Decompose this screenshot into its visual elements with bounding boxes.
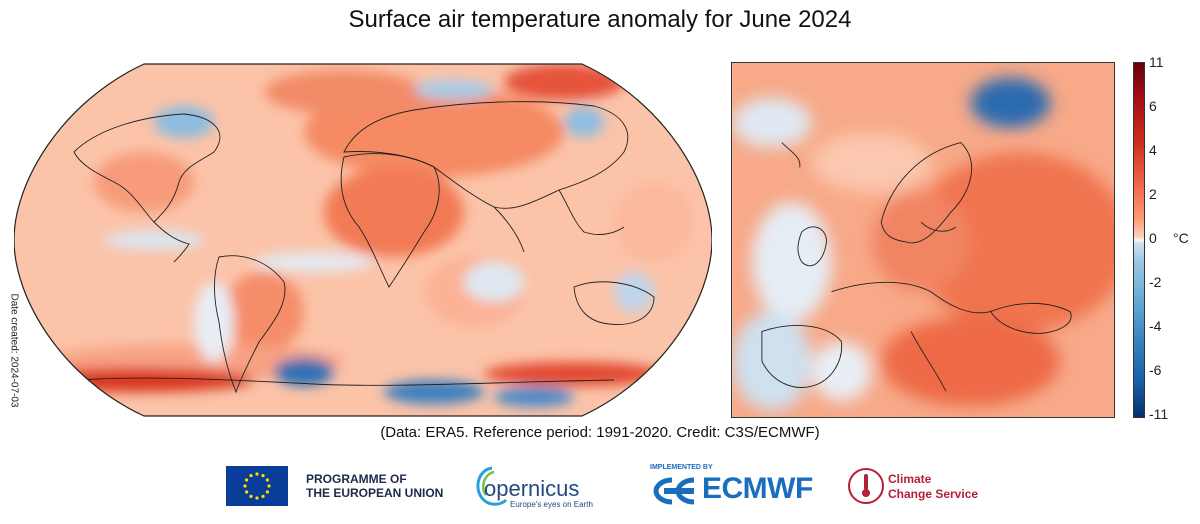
colorbar-tick: 11 [1149,54,1164,70]
map-title: Surface air temperature anomaly for June… [348,6,852,33]
copernicus-wordmark: opernicus [484,476,580,501]
implemented-by-label: IMPLEMENTED BY [650,464,713,471]
colorbar-tick: 0 [1149,230,1157,246]
logo-bar: PROGRAMME OF THE EUROPEAN UNION opernicu… [0,458,1200,518]
copernicus-tagline: Europe's eyes on Earth [510,500,593,509]
colorbar-tick: 2 [1149,186,1157,202]
colorbar [1133,62,1145,418]
colorbar-tick: 6 [1149,98,1157,114]
copernicus-logo-icon [476,466,508,506]
colorbar-tick: 4 [1149,142,1157,158]
europe-anomaly-map [731,62,1115,418]
world-anomaly-map [14,63,712,417]
thermometer-icon [848,468,884,504]
colorbar-tick: -2 [1149,274,1162,290]
data-credit: (Data: ERA5. Reference period: 1991-2020… [380,424,820,441]
colorbar-unit: °C [1173,230,1189,246]
eu-flag-icon [226,466,288,506]
colorbar-tick: -6 [1149,362,1162,378]
colorbar-tick: -4 [1149,318,1162,334]
ecmwf-wordmark: ECMWF [702,472,813,505]
eu-programme-text: PROGRAMME OF THE EUROPEAN UNION [306,472,444,500]
colorbar-tick: -11 [1149,406,1169,422]
ecmwf-logo-icon [653,477,695,505]
c3s-wordmark: Climate Change Service [888,472,979,501]
